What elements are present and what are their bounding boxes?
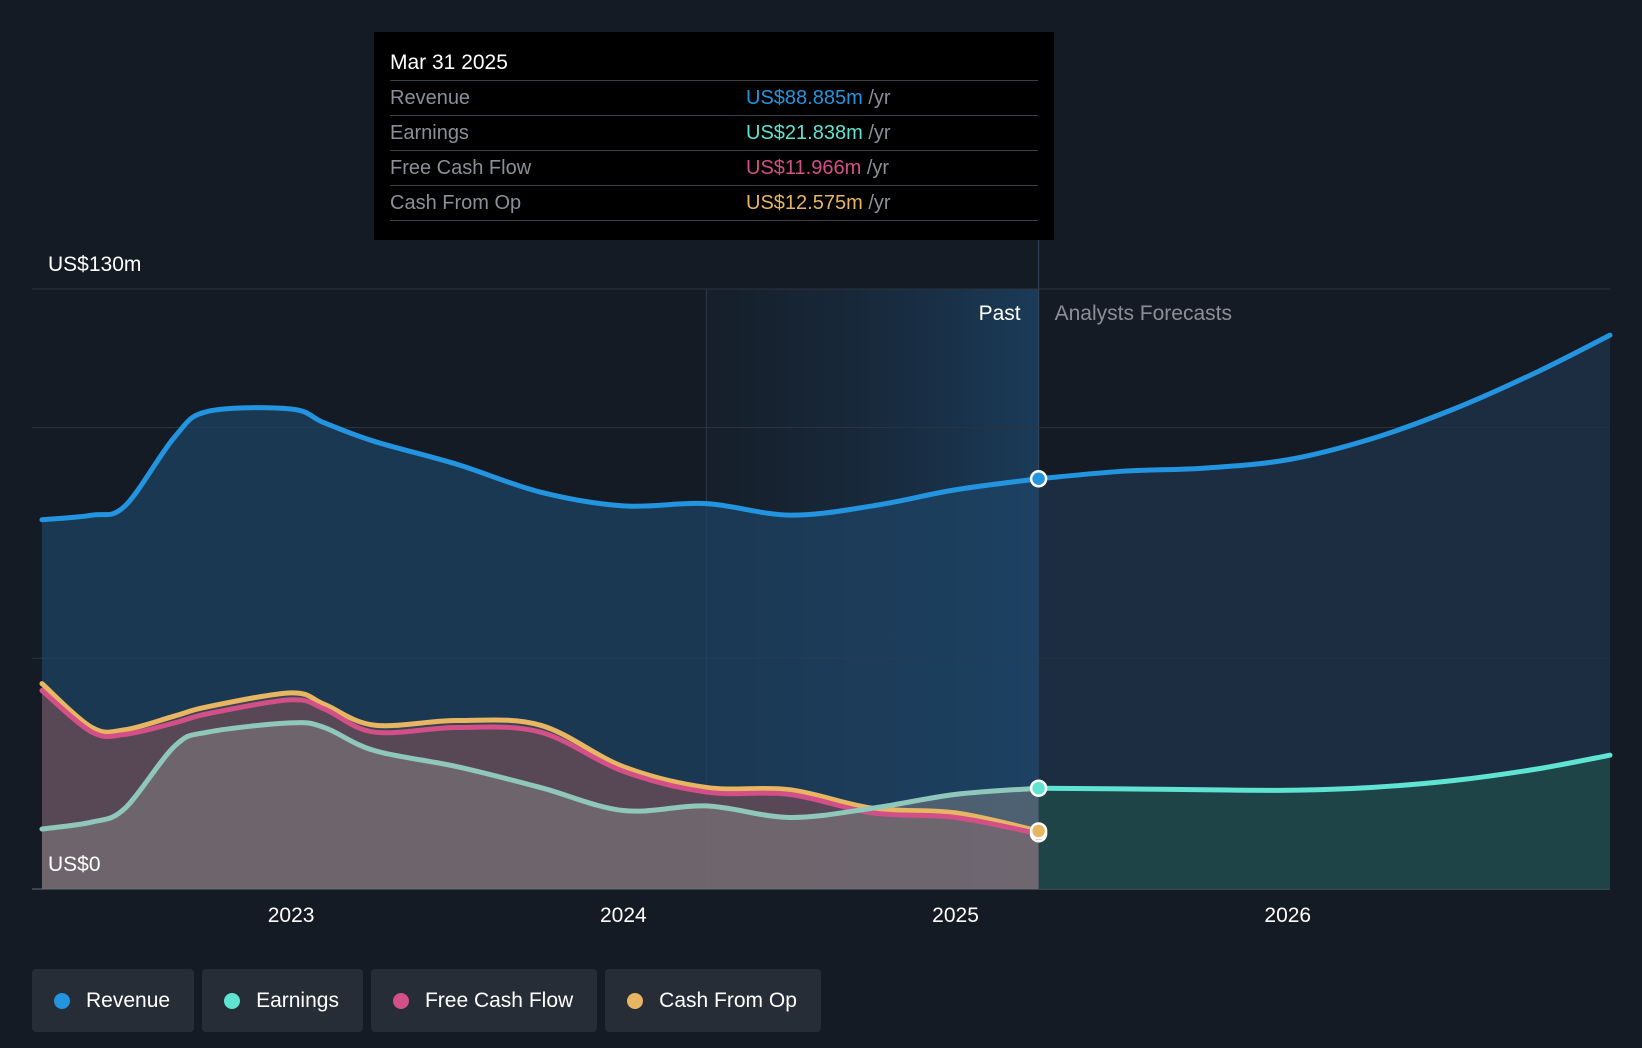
line-revenue <box>39 405 1042 523</box>
chart: US$130m US$0 Past Analysts Forecasts 2023 202… <box>32 240 1613 927</box>
tooltip-value-earnings: US$21.838m <box>746 122 863 144</box>
tooltip-row-revenue: Revenue US$88.885m /yr <box>390 80 1038 115</box>
y-axis-top-label: US$130m <box>48 253 141 276</box>
legend-item-free-cash-flow[interactable]: Free Cash Flow <box>370 969 598 1032</box>
tooltip-unit: /yr <box>868 192 891 214</box>
x-tick-label: 2025 <box>932 904 979 927</box>
legend-label: Earnings <box>256 988 339 1012</box>
marker-revenue <box>1029 470 1048 488</box>
tooltip: Mar 31 2025 Revenue US$88.885m /yr Earni… <box>374 32 1054 240</box>
tooltip-value-cash-from-op: US$12.575m <box>746 192 863 214</box>
forecast-area-earnings <box>1038 755 1610 889</box>
tooltip-unit: /yr <box>868 87 891 109</box>
area-earnings <box>41 722 1039 889</box>
marker-cash-from-op <box>1029 822 1048 840</box>
tooltip-label: Cash From Op <box>390 192 522 214</box>
revenue-dot-icon <box>54 992 70 1009</box>
marker-earnings <box>1029 779 1048 797</box>
tooltip-label: Free Cash Flow <box>390 157 532 179</box>
y-axis-bottom-label: US$0 <box>48 853 101 876</box>
free-cash-flow-dot-icon <box>392 992 409 1009</box>
forecast-label: Analysts Forecasts <box>1055 302 1232 325</box>
forecast-area-revenue <box>1038 335 1610 890</box>
tooltip-date: Mar 31 2025 <box>390 51 508 74</box>
tooltip-value-free-cash-flow: US$11.966m <box>746 157 862 179</box>
line-earnings <box>39 720 1042 832</box>
cash-from-op-dot-icon <box>627 992 644 1009</box>
tooltip-label: Earnings <box>390 122 469 144</box>
legend-item-revenue[interactable]: Revenue <box>32 969 195 1032</box>
legend-label: Revenue <box>86 988 171 1012</box>
tooltip-row-earnings: Earnings US$21.838m /yr <box>390 115 1038 150</box>
legend-item-earnings[interactable]: Earnings <box>202 969 363 1032</box>
tooltip-unit: /yr <box>868 122 891 144</box>
forecast-line-revenue <box>1036 332 1613 482</box>
line-cash-from-op <box>39 681 1042 834</box>
x-tick-label: 2024 <box>600 904 647 927</box>
tooltip-row-free-cash-flow: Free Cash Flow US$11.966m /yr <box>390 150 1038 185</box>
legend-item-cash-from-op[interactable]: Cash From Op <box>605 969 821 1032</box>
legend-label: Free Cash Flow <box>424 988 574 1012</box>
earnings-dot-icon <box>224 992 241 1009</box>
x-tick-label: 2026 <box>1264 904 1311 927</box>
x-tick-label: 2023 <box>268 904 315 927</box>
tooltip-label: Revenue <box>390 87 471 109</box>
tooltip-unit: /yr <box>866 157 890 179</box>
tooltip-value-revenue: US$88.885m <box>746 87 863 109</box>
legend-label: Cash From Op <box>659 988 797 1012</box>
forecast-line-earnings <box>1036 752 1613 793</box>
legend: Revenue Earnings Free Cash Flow Cash Fro… <box>32 969 829 1032</box>
tooltip-row-cash-from-op: Cash From Op US$12.575m /yr <box>390 185 1038 221</box>
area-revenue <box>41 407 1039 889</box>
past-label: Past <box>979 302 1021 325</box>
line-free-cash-flow <box>39 688 1042 837</box>
